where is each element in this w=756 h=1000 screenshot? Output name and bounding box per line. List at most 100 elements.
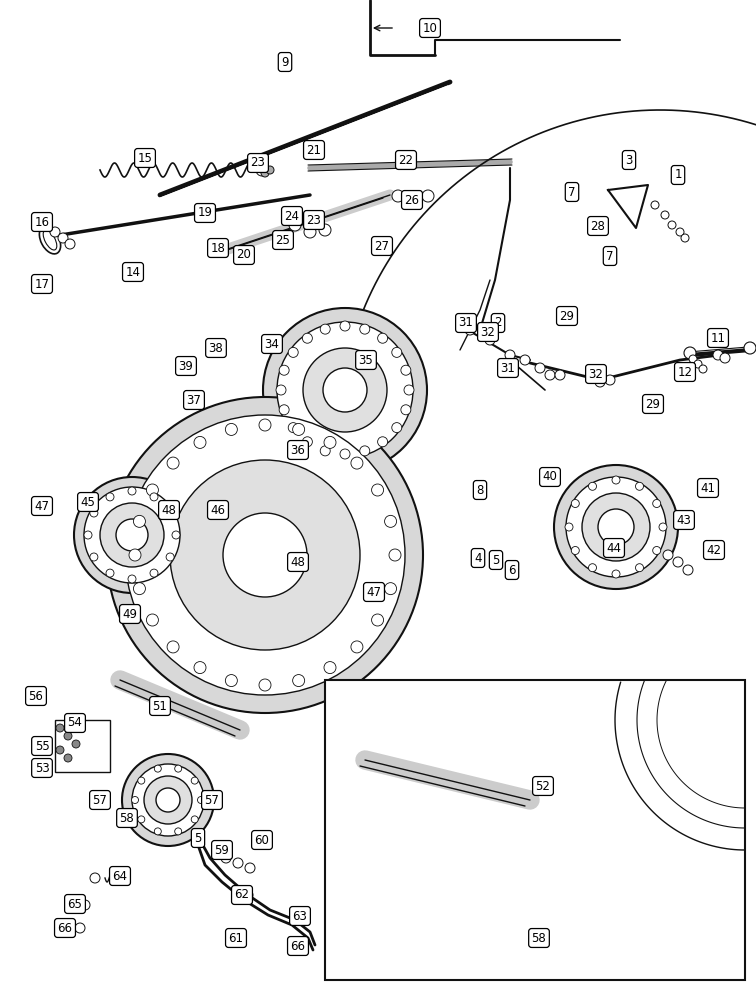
Circle shape: [323, 368, 367, 412]
Text: 32: 32: [481, 326, 495, 338]
Text: 43: 43: [677, 514, 692, 526]
Circle shape: [259, 419, 271, 431]
Text: 57: 57: [92, 794, 107, 806]
Circle shape: [607, 910, 613, 916]
Circle shape: [683, 565, 693, 575]
Text: 36: 36: [290, 444, 305, 456]
Circle shape: [125, 415, 405, 695]
Bar: [55, 720, 110, 772]
Circle shape: [659, 523, 667, 531]
Circle shape: [64, 732, 72, 740]
Text: 29: 29: [646, 397, 661, 410]
Circle shape: [505, 350, 515, 360]
Text: 48: 48: [162, 504, 176, 516]
Circle shape: [107, 397, 423, 713]
Circle shape: [147, 614, 159, 626]
Text: 58: 58: [119, 812, 135, 824]
Circle shape: [612, 476, 620, 484]
Bar: [325, 680, 745, 980]
Ellipse shape: [43, 230, 57, 250]
Circle shape: [223, 513, 307, 597]
Circle shape: [340, 449, 350, 459]
Circle shape: [407, 195, 419, 207]
Circle shape: [132, 796, 138, 804]
Circle shape: [572, 546, 579, 554]
Circle shape: [401, 365, 411, 375]
Circle shape: [194, 662, 206, 674]
Circle shape: [663, 550, 673, 560]
Circle shape: [221, 853, 231, 863]
Circle shape: [84, 531, 92, 539]
Text: 31: 31: [459, 316, 473, 330]
Circle shape: [289, 219, 301, 231]
Text: 58: 58: [531, 932, 547, 944]
Circle shape: [588, 482, 596, 490]
Circle shape: [744, 342, 756, 354]
Circle shape: [590, 865, 630, 905]
Circle shape: [284, 211, 296, 223]
Circle shape: [293, 423, 305, 435]
Circle shape: [694, 360, 702, 368]
Text: 2: 2: [494, 316, 502, 330]
Circle shape: [144, 776, 192, 824]
Circle shape: [279, 405, 289, 415]
Text: 45: 45: [81, 495, 95, 508]
Text: 65: 65: [67, 898, 82, 910]
Circle shape: [256, 164, 268, 176]
Text: 24: 24: [284, 210, 299, 223]
Text: 61: 61: [228, 932, 243, 944]
Circle shape: [651, 201, 659, 209]
Circle shape: [612, 570, 620, 578]
Circle shape: [116, 519, 148, 551]
Circle shape: [132, 764, 204, 836]
Circle shape: [600, 875, 620, 895]
Text: 26: 26: [404, 194, 420, 207]
Text: 19: 19: [197, 207, 212, 220]
Text: 51: 51: [153, 700, 167, 712]
Text: 9: 9: [281, 55, 289, 68]
Circle shape: [588, 564, 596, 572]
Circle shape: [277, 322, 413, 458]
Circle shape: [56, 746, 64, 754]
Text: 44: 44: [606, 542, 621, 554]
Circle shape: [245, 863, 255, 873]
Text: 14: 14: [125, 265, 141, 278]
Circle shape: [106, 493, 114, 501]
Circle shape: [191, 816, 198, 823]
Circle shape: [681, 234, 689, 242]
Circle shape: [699, 365, 707, 373]
Circle shape: [167, 641, 179, 653]
Circle shape: [392, 423, 401, 433]
Circle shape: [276, 385, 286, 395]
Circle shape: [321, 324, 330, 334]
Circle shape: [545, 370, 555, 380]
Circle shape: [147, 484, 159, 496]
Circle shape: [401, 405, 411, 415]
Circle shape: [261, 169, 269, 177]
Circle shape: [138, 816, 145, 823]
Text: 6: 6: [508, 564, 516, 576]
Circle shape: [191, 777, 198, 784]
Circle shape: [65, 239, 75, 249]
Text: 37: 37: [187, 393, 201, 406]
Circle shape: [324, 662, 336, 674]
Ellipse shape: [39, 226, 60, 254]
Circle shape: [689, 355, 697, 363]
Circle shape: [720, 353, 730, 363]
Text: 29: 29: [559, 310, 575, 322]
Text: 40: 40: [543, 471, 557, 484]
Text: 22: 22: [398, 153, 414, 166]
Circle shape: [404, 385, 414, 395]
Circle shape: [80, 900, 90, 910]
Circle shape: [485, 335, 495, 345]
Circle shape: [150, 569, 158, 577]
Circle shape: [166, 509, 174, 517]
Text: 4: 4: [474, 552, 482, 564]
Text: 39: 39: [178, 360, 194, 372]
Circle shape: [598, 509, 634, 545]
Circle shape: [392, 190, 404, 202]
Text: 56: 56: [29, 690, 43, 702]
Circle shape: [90, 553, 98, 561]
Circle shape: [535, 363, 545, 373]
Circle shape: [175, 828, 181, 835]
